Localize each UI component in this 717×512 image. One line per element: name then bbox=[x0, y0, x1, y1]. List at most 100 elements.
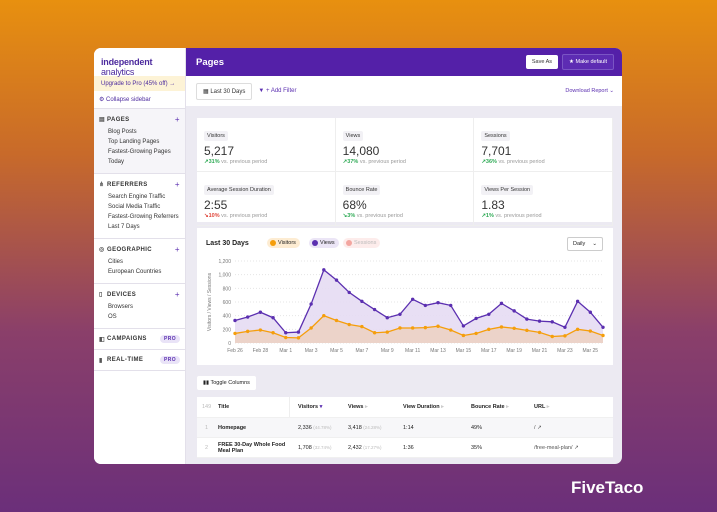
sidebar-item[interactable]: European Countries bbox=[108, 269, 162, 275]
star-icon: ★ bbox=[569, 59, 576, 65]
plus-icon[interactable]: + bbox=[174, 245, 180, 254]
point-views bbox=[588, 310, 593, 314]
row-number: 2 bbox=[205, 444, 209, 451]
point-views bbox=[423, 303, 428, 308]
point-views bbox=[487, 312, 491, 316]
toolbar: ▦ Last 30 Days ▼ + Add Filter Download R… bbox=[186, 76, 622, 106]
logo-subtext: analytics bbox=[101, 67, 135, 77]
point-views bbox=[309, 302, 313, 306]
table-row[interactable]: 1 Homepage 2,336 (44.78%) 3,418 (24.28%) 1:1… bbox=[197, 418, 613, 438]
point-visitors bbox=[271, 331, 275, 335]
external-link-icon: ↗ bbox=[537, 424, 542, 431]
network-icon: ⋔ bbox=[99, 182, 105, 188]
x-tick-label: Mar 19 bbox=[506, 348, 522, 354]
stat-note: vs. previous period bbox=[498, 159, 545, 165]
plus-icon[interactable]: + bbox=[174, 180, 180, 189]
col-header[interactable]: Visitors ▾ bbox=[290, 404, 345, 410]
row-count: 149 bbox=[202, 404, 212, 410]
sidebar-realtime[interactable]: ▮ REAL-TIME PRO bbox=[94, 350, 185, 371]
col-header[interactable]: View Duration ▸ bbox=[400, 404, 468, 410]
area-visitors bbox=[235, 315, 603, 343]
stat-label: Views Per Session bbox=[481, 185, 534, 195]
line-visitors bbox=[234, 314, 604, 339]
plus-icon[interactable]: + bbox=[174, 290, 180, 299]
point-visitors bbox=[525, 328, 529, 333]
view-duration: 1:14 bbox=[403, 424, 414, 431]
sidebar-item[interactable]: Blog Posts bbox=[108, 129, 137, 135]
sidebar-item[interactable]: Last 7 Days bbox=[108, 224, 140, 230]
stat-value: 68% bbox=[342, 198, 367, 212]
col-title[interactable]: Title bbox=[215, 397, 290, 417]
save-as-button[interactable]: Save As bbox=[525, 55, 559, 69]
stat-label: Bounce Rate bbox=[342, 185, 381, 195]
sidebar-campaigns[interactable]: ◧ CAMPAIGNS PRO bbox=[94, 329, 185, 350]
toggle-label: Toggle Columns bbox=[210, 380, 250, 386]
sidebar-section-pages: ▤ PAGES + Blog Posts Top Landing Pages Fastes… bbox=[94, 109, 185, 174]
make-default-label: Make default bbox=[575, 59, 608, 65]
table-row[interactable]: 2 FREE 30-Day Whole Food Meal Plan 1,708 (… bbox=[197, 438, 613, 458]
point-views bbox=[575, 299, 580, 304]
col-header[interactable]: Bounce Rate ▸ bbox=[468, 404, 531, 410]
sidebar-item[interactable]: Search Engine Traffic bbox=[108, 194, 166, 200]
row-title[interactable]: Homepage bbox=[218, 424, 247, 431]
point-visitors bbox=[499, 325, 504, 329]
toggle-columns-button[interactable]: ▮▮ Toggle Columns bbox=[197, 376, 256, 390]
sidebar-item[interactable]: Top Landing Pages bbox=[108, 139, 160, 145]
sidebar-item[interactable]: Browsers bbox=[108, 304, 134, 310]
sort-icon: ▸ bbox=[545, 404, 550, 410]
point-views bbox=[245, 315, 250, 319]
col-header[interactable]: URL ▸ bbox=[531, 404, 601, 410]
sidebar-item[interactable]: Fastest-Growing Referrers bbox=[108, 214, 179, 220]
sidebar-item[interactable]: OS bbox=[108, 314, 117, 320]
point-views bbox=[474, 316, 478, 321]
section-title[interactable]: DEVICES bbox=[107, 291, 137, 298]
section-title[interactable]: REFERRERS bbox=[107, 181, 148, 188]
url-link[interactable]: / ↗ bbox=[531, 425, 601, 431]
stat-value: 2:55 bbox=[204, 198, 228, 212]
col-header[interactable]: Views ▸ bbox=[345, 404, 400, 410]
point-visitors bbox=[258, 328, 263, 332]
make-default-button[interactable]: ★ Make default bbox=[562, 54, 614, 70]
point-visitors bbox=[385, 330, 389, 334]
add-filter-button[interactable]: ▼ + Add Filter bbox=[258, 88, 296, 94]
legend-dot bbox=[312, 240, 318, 246]
url-link[interactable]: /free-meal-plan/ ↗ bbox=[531, 445, 601, 451]
plus-icon[interactable]: + bbox=[174, 115, 180, 124]
row-title[interactable]: FREE 30-Day Whole Food Meal Plan bbox=[218, 441, 286, 454]
date-range-button[interactable]: ▦ Last 30 Days bbox=[196, 82, 253, 100]
legend-visitors[interactable]: Visitors bbox=[267, 238, 300, 248]
y-tick-label: 600 bbox=[223, 300, 232, 306]
sort-icon: ▾ bbox=[318, 404, 323, 410]
collapse-sidebar-button[interactable]: ⚙ Collapse sidebar bbox=[94, 91, 185, 109]
point-visitors bbox=[487, 327, 491, 332]
add-filter-label: + Add Filter bbox=[265, 88, 297, 94]
download-report-button[interactable]: Download Report ⌄ bbox=[565, 88, 614, 94]
legend-sessions[interactable]: Sessions bbox=[343, 238, 381, 248]
point-views bbox=[512, 309, 516, 313]
y-tick-label: 1,200 bbox=[218, 259, 231, 265]
x-tick-label: Mar 9 bbox=[381, 348, 394, 354]
point-views bbox=[436, 300, 440, 305]
x-tick-label: Mar 11 bbox=[405, 348, 420, 354]
chart-title: Last 30 Days bbox=[206, 240, 249, 247]
interval-select[interactable]: Daily ⌄ bbox=[567, 237, 603, 251]
stat-change: ↗31% bbox=[204, 159, 220, 165]
stat-label: Views bbox=[342, 131, 364, 141]
legend-views[interactable]: Views bbox=[309, 238, 339, 248]
download-label: Download Report bbox=[565, 88, 608, 94]
stat-card: Bounce Rate 68% ↘3% vs. previous period bbox=[335, 172, 475, 226]
sidebar-item[interactable]: Cities bbox=[108, 259, 124, 265]
sidebar-item[interactable]: Fastest-Growing Pages bbox=[108, 149, 171, 155]
upgrade-link[interactable]: Upgrade to Pro (45% off) → bbox=[94, 76, 185, 91]
section-title[interactable]: PAGES bbox=[107, 116, 130, 123]
section-title[interactable]: GEOGRAPHIC bbox=[107, 246, 153, 253]
sidebar-item[interactable]: Social Media Traffic bbox=[108, 204, 161, 210]
url-text: /free-meal-plan/ bbox=[534, 444, 573, 451]
stat-card: Views 14,080 ↗37% vs. previous period bbox=[335, 118, 475, 172]
x-tick-label: Mar 23 bbox=[557, 348, 573, 354]
bar-chart-icon: ▮ bbox=[99, 357, 103, 364]
phone-icon: ▯ bbox=[99, 292, 103, 298]
sidebar-item[interactable]: Today bbox=[108, 159, 125, 165]
chart-svg: 0 200 400 600 800 1,000 1,200 Visitors / Views … bbox=[207, 259, 605, 354]
stat-label: Sessions bbox=[481, 131, 510, 141]
